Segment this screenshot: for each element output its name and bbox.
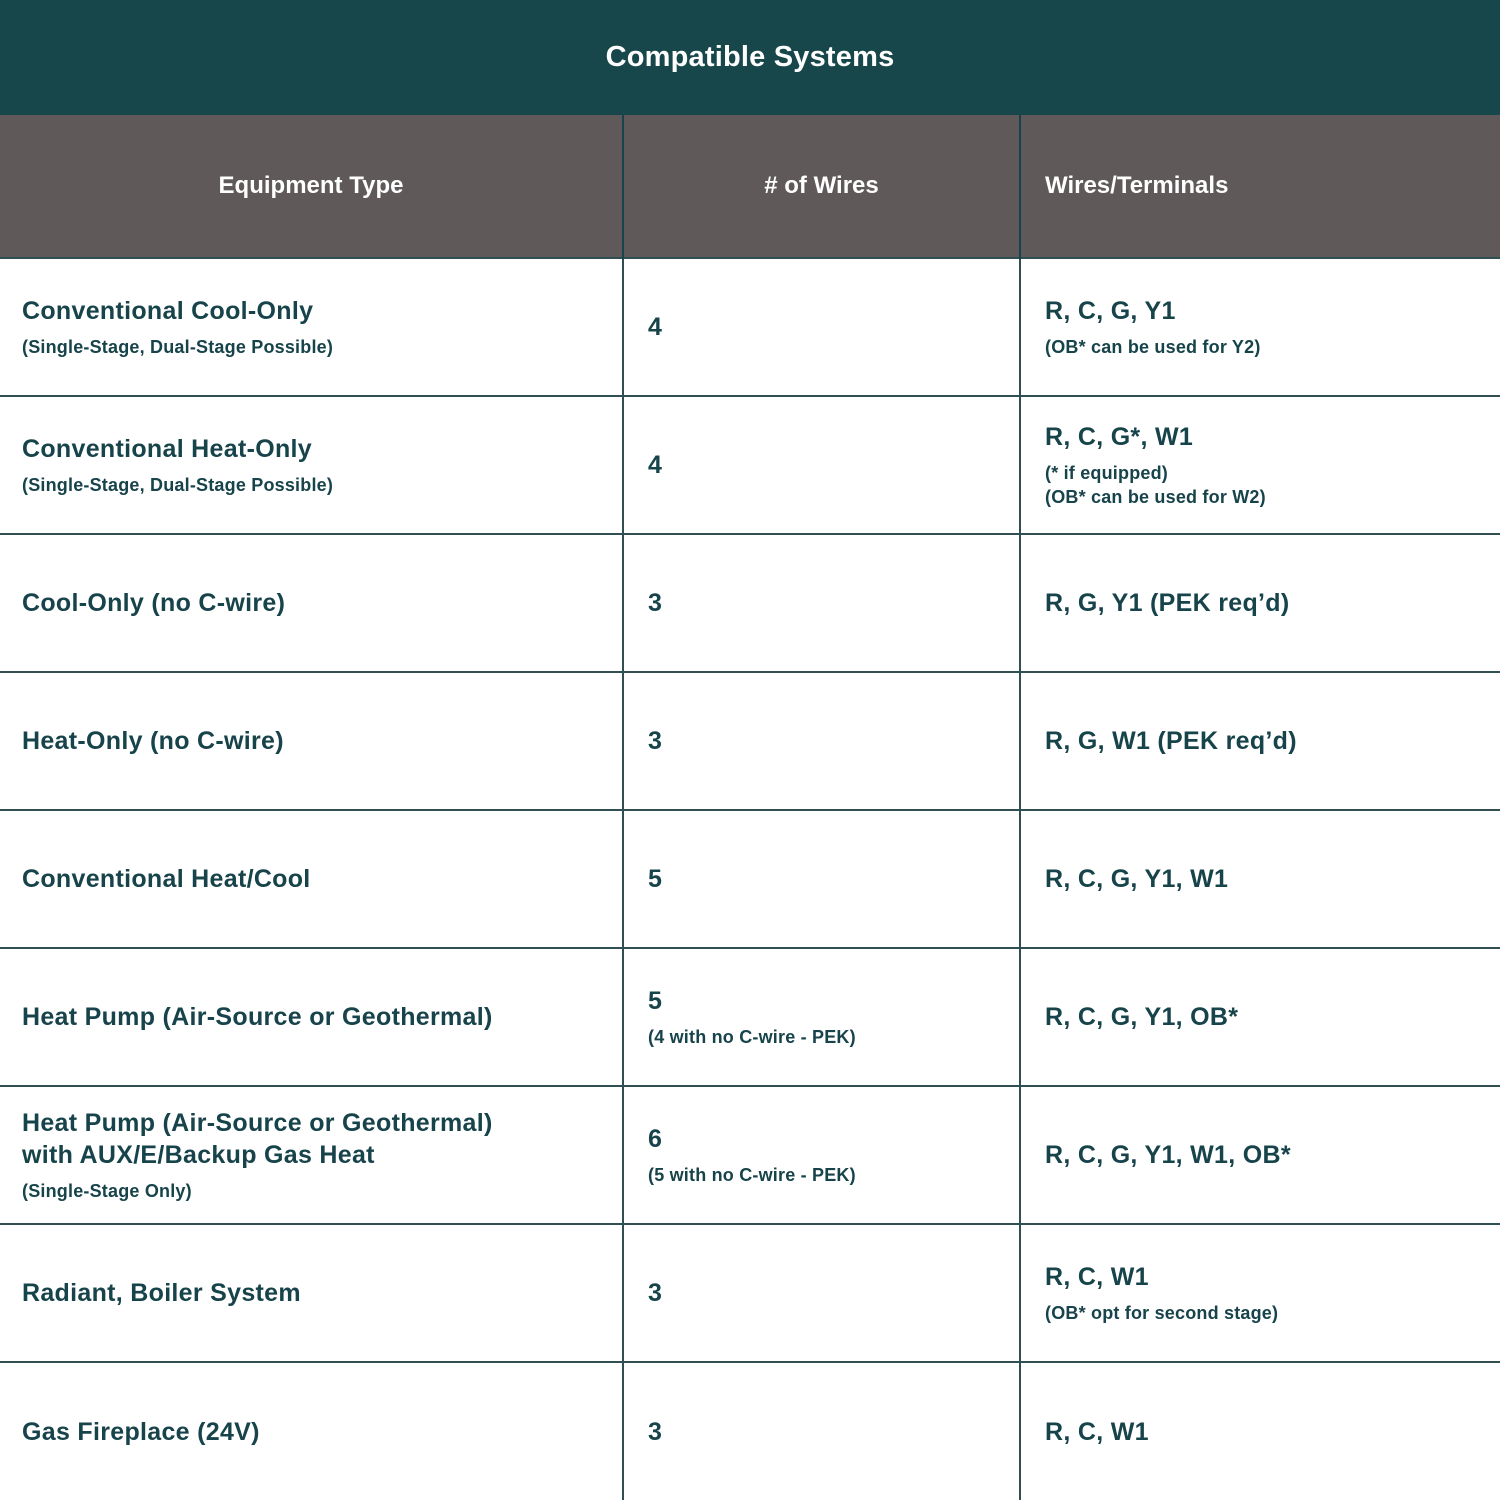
equipment-cell: Heat Pump (Air-Source or Geothermal) with… — [0, 1085, 624, 1224]
wire-count-text: 5 — [648, 865, 663, 893]
equipment-cell: Cool-Only (no C-wire) — [0, 533, 624, 672]
table-row: Heat Pump (Air-Source or Geothermal) 5 (4 … — [0, 947, 1500, 1086]
equipment-cell: Radiant, Boiler System — [0, 1223, 624, 1362]
equipment-cell: Gas Fireplace (24V) — [0, 1361, 624, 1500]
equipment-note: (Single-Stage, Dual-Stage Possible) — [22, 337, 334, 357]
compatibility-table: Equipment Type # of Wires Wires/Terminal… — [0, 115, 1500, 1500]
terminals-note: (* if equipped) — [1045, 463, 1168, 483]
equipment-cell: Heat-Only (no C-wire) — [0, 671, 624, 810]
terminals-text: R, G, Y1 (PEK req’d) — [1045, 589, 1290, 617]
table-row: Gas Fireplace (24V) 3 R, C, W1 — [0, 1361, 1500, 1500]
wire-count-text: 3 — [648, 1279, 663, 1307]
terminals-cell: R, C, W1 — [1020, 1361, 1500, 1500]
column-header-wires-terminals: Wires/Terminals — [1020, 115, 1500, 258]
terminals-text: R, C, G, Y1, W1, OB* — [1045, 1141, 1291, 1169]
terminals-cell: R, C, G, Y1, OB* — [1020, 947, 1500, 1086]
terminals-note: (OB* can be used for W2) — [1045, 487, 1266, 507]
wire-count-note: (5 with no C-wire - PEK) — [648, 1165, 856, 1185]
equipment-note: (Single-Stage, Dual-Stage Possible) — [22, 475, 334, 495]
terminals-note: (OB* can be used for Y2) — [1045, 337, 1261, 357]
wire-count-text: 6 — [648, 1125, 663, 1153]
equipment-text: Radiant, Boiler System — [22, 1279, 301, 1307]
terminals-cell: R, C, G, Y1, W1, OB* — [1020, 1085, 1500, 1224]
equipment-text: with AUX/E/Backup Gas Heat — [22, 1141, 375, 1169]
wire-count-cell: 5 (4 with no C-wire - PEK) — [623, 947, 1021, 1086]
wire-count-cell: 6 (5 with no C-wire - PEK) — [623, 1085, 1021, 1224]
wire-count-note: (4 with no C-wire - PEK) — [648, 1027, 856, 1047]
table-row: Cool-Only (no C-wire) 3 R, G, Y1 (PEK req’… — [0, 533, 1500, 672]
equipment-cell: Conventional Cool-Only (Single-Stage, Dua… — [0, 257, 624, 396]
equipment-note: (Single-Stage Only) — [22, 1181, 192, 1201]
equipment-text: Gas Fireplace (24V) — [22, 1417, 260, 1446]
equipment-cell: Conventional Heat/Cool — [0, 809, 624, 948]
wire-count-cell: 3 — [623, 1223, 1021, 1362]
header-row: Equipment Type # of Wires Wires/Terminal… — [0, 115, 1500, 258]
wire-count-text: 5 — [648, 987, 663, 1015]
wire-count-text: 4 — [648, 451, 663, 479]
equipment-text: Conventional Heat-Only — [22, 435, 312, 463]
table-row: Heat Pump (Air-Source or Geothermal) with… — [0, 1085, 1500, 1224]
terminals-text: R, C, G, Y1, W1 — [1045, 865, 1229, 893]
terminals-text: R, C, W1 — [1045, 1417, 1149, 1446]
table-row: Conventional Heat-Only (Single-Stage, Dua… — [0, 395, 1500, 534]
wire-count-cell: 4 — [623, 257, 1021, 396]
wire-count-text: 3 — [648, 727, 663, 755]
equipment-text: Cool-Only (no C-wire) — [22, 589, 286, 617]
wire-count-cell: 4 — [623, 395, 1021, 534]
wire-count-cell: 3 — [623, 1361, 1021, 1500]
equipment-text: Heat Pump (Air-Source or Geothermal) — [22, 1003, 493, 1031]
title-bar: Compatible Systems — [0, 0, 1500, 115]
table-row: Radiant, Boiler System 3 R, C, W1 (OB* opt … — [0, 1223, 1500, 1362]
equipment-cell: Conventional Heat-Only (Single-Stage, Dua… — [0, 395, 624, 534]
terminals-cell: R, C, W1 (OB* opt for second stage) — [1020, 1223, 1500, 1362]
table-row: Conventional Cool-Only (Single-Stage, Dua… — [0, 257, 1500, 396]
page-title: Compatible Systems — [605, 41, 895, 73]
terminals-cell: R, G, Y1 (PEK req’d) — [1020, 533, 1500, 672]
terminals-text: R, C, G, Y1, OB* — [1045, 1003, 1239, 1031]
wire-count-text: 3 — [648, 589, 663, 617]
wire-count-text: 3 — [648, 1417, 663, 1446]
terminals-cell: R, C, G*, W1 (* if equipped) (OB* can be u… — [1020, 395, 1500, 534]
wire-count-cell: 3 — [623, 671, 1021, 810]
terminals-text: R, G, W1 (PEK req’d) — [1045, 727, 1297, 755]
table-row: Conventional Heat/Cool 5 R, C, G, Y1, W1 — [0, 809, 1500, 948]
terminals-cell: R, C, G, Y1, W1 — [1020, 809, 1500, 948]
terminals-cell: R, C, G, Y1 (OB* can be used for Y2) — [1020, 257, 1500, 396]
table-row: Heat-Only (no C-wire) 3 R, G, W1 (PEK req’… — [0, 671, 1500, 810]
wire-count-cell: 5 — [623, 809, 1021, 948]
equipment-text: Heat-Only (no C-wire) — [22, 727, 284, 755]
equipment-text: Conventional Cool-Only — [22, 297, 314, 325]
equipment-text: Heat Pump (Air-Source or Geothermal) — [22, 1109, 493, 1137]
equipment-text: Conventional Heat/Cool — [22, 865, 311, 893]
equipment-cell: Heat Pump (Air-Source or Geothermal) — [0, 947, 624, 1086]
terminals-text: R, C, G*, W1 — [1045, 423, 1194, 451]
column-header-wire-count: # of Wires — [623, 115, 1021, 258]
terminals-note: (OB* opt for second stage) — [1045, 1303, 1279, 1323]
wire-count-cell: 3 — [623, 533, 1021, 672]
terminals-text: R, C, W1 — [1045, 1263, 1149, 1291]
wire-count-text: 4 — [648, 313, 663, 341]
terminals-text: R, C, G, Y1 — [1045, 297, 1176, 325]
terminals-cell: R, G, W1 (PEK req’d) — [1020, 671, 1500, 810]
column-header-equipment-type: Equipment Type — [0, 115, 624, 258]
